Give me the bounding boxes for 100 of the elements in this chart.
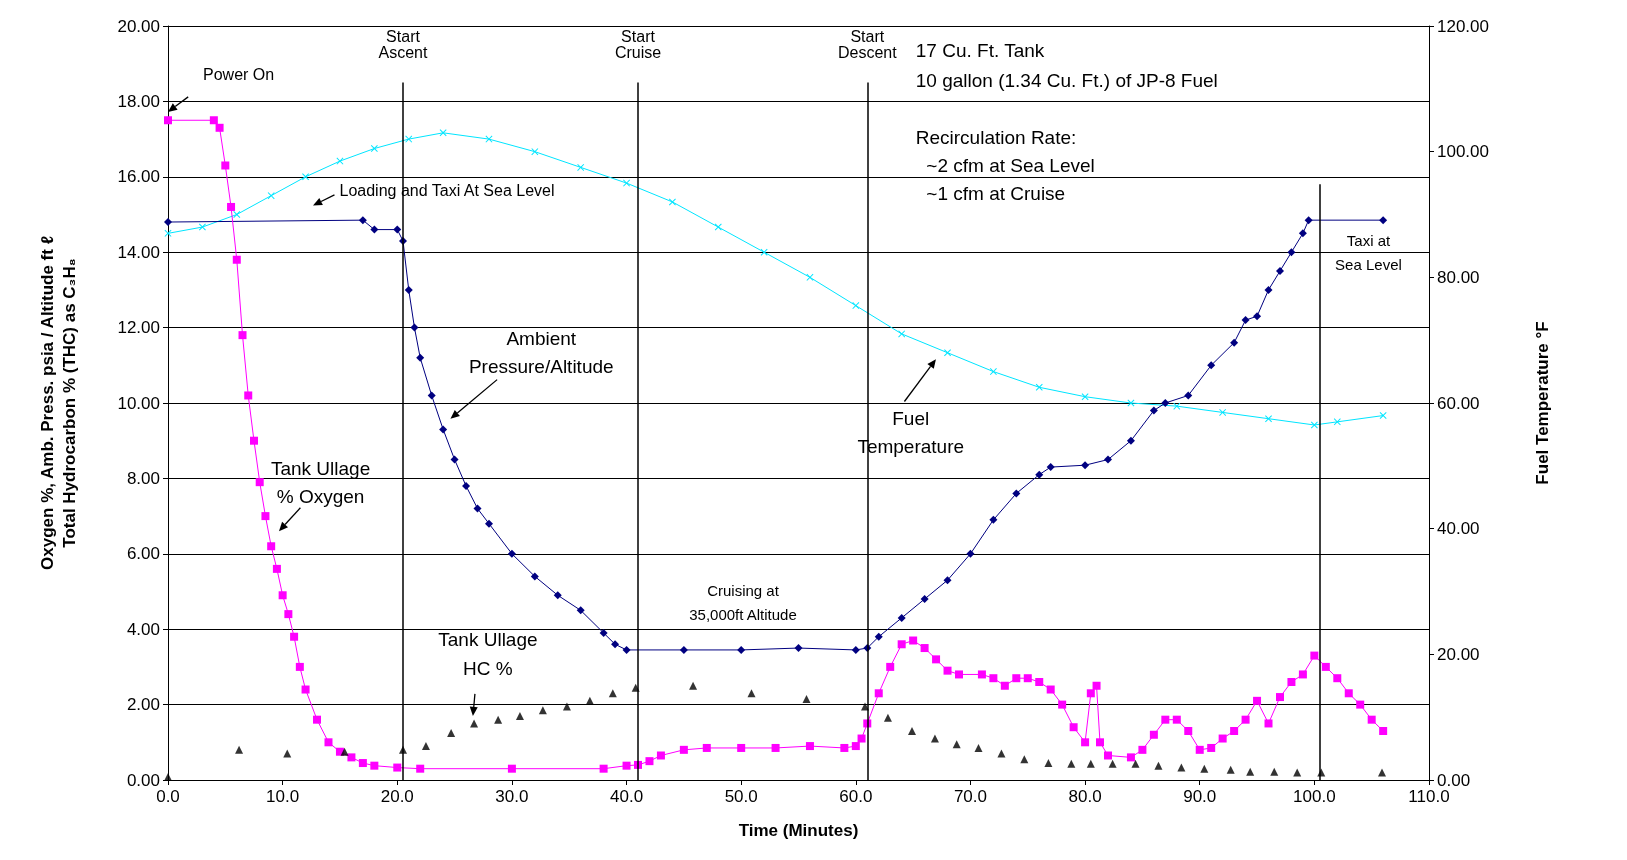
point: [1253, 312, 1262, 321]
point: [1104, 455, 1113, 464]
y2-axis-title: Fuel Temperature °F: [1533, 321, 1552, 485]
point: [1379, 412, 1387, 420]
point: [622, 645, 631, 654]
point: [393, 225, 402, 234]
point: [576, 606, 585, 615]
point: [631, 683, 640, 692]
point: [1126, 436, 1135, 445]
y-tick-label: 4.00: [126, 619, 160, 639]
y2-tick-label: 100.00: [1437, 142, 1489, 162]
y-tick-label: 12.00: [117, 318, 160, 338]
point: [416, 353, 425, 362]
point: [404, 285, 413, 294]
x-tick-label: 60.0: [839, 787, 873, 806]
point: [484, 519, 493, 528]
point: [1264, 285, 1273, 294]
point: [737, 645, 746, 654]
y-tick-label: 14.00: [117, 242, 160, 262]
y-tick-label: 2.00: [126, 695, 160, 715]
point: [1241, 316, 1250, 325]
point: [1333, 418, 1341, 426]
x-tick-label: 20.0: [380, 787, 414, 806]
annotation: Tank Ullage % Oxygen: [270, 457, 371, 507]
point: [1287, 248, 1296, 257]
point: [235, 745, 244, 754]
point: [1149, 406, 1158, 415]
point: [577, 163, 585, 171]
point: [897, 613, 906, 622]
point: [1035, 383, 1043, 391]
point: [802, 694, 811, 703]
point: [1226, 765, 1235, 774]
ref-line-label: Start Cruise: [614, 27, 662, 61]
point: [1275, 267, 1284, 276]
point: [851, 645, 860, 654]
point: [462, 481, 471, 490]
point: [405, 135, 413, 143]
point: [611, 640, 620, 649]
point: [447, 728, 456, 737]
x-tick-label: 10.0: [266, 787, 300, 806]
point: [1131, 759, 1140, 768]
point: [1081, 461, 1090, 470]
point: [164, 218, 172, 227]
point: [1207, 361, 1216, 370]
y2-tick-label: 40.00: [1437, 519, 1480, 539]
point: [1154, 761, 1163, 770]
annotation: Recirculation Rate: ~2 cfm at Sea Level ~1 cfm at Cruise: [915, 126, 1095, 204]
point: [450, 455, 459, 464]
x-tick-label: 50.0: [724, 787, 758, 806]
point: [930, 734, 939, 743]
point: [966, 549, 975, 558]
point: [1067, 759, 1076, 768]
x-tick-label: 110.0: [1408, 787, 1450, 806]
y-tick-label: 6.00: [126, 544, 160, 564]
point: [410, 323, 419, 332]
annotation: Power On: [203, 65, 275, 83]
point: [1298, 229, 1307, 238]
point: [1230, 338, 1239, 347]
point: [747, 689, 756, 698]
annotation: Cruising at 35,000ft Altitude: [689, 582, 797, 624]
point: [531, 148, 539, 156]
point: [794, 644, 803, 653]
point: [340, 747, 349, 756]
point: [439, 129, 447, 137]
point: [1246, 767, 1255, 776]
y2-tick-label: 20.00: [1437, 644, 1480, 664]
point: [1310, 421, 1318, 429]
point: [1379, 216, 1388, 225]
point: [494, 715, 503, 724]
y-tick-label: 16.00: [117, 167, 160, 187]
point: [883, 713, 892, 722]
point: [1044, 759, 1053, 768]
y-tick-label: 10.00: [117, 393, 160, 413]
point: [874, 632, 883, 641]
point: [164, 229, 172, 237]
y2-tick-label: 80.00: [1437, 267, 1480, 287]
point: [283, 749, 292, 758]
point: [421, 742, 430, 751]
point: [974, 743, 983, 752]
point: [1012, 489, 1021, 498]
x-tick-label: 30.0: [495, 787, 529, 806]
point: [507, 549, 516, 558]
y2-tick-label: 60.00: [1437, 393, 1480, 413]
point: [530, 572, 539, 581]
point: [599, 628, 608, 637]
x-tick-label: 90.0: [1183, 787, 1217, 806]
annotation: Tank Ullage HC %: [438, 628, 538, 679]
x-tick-label: 100.0: [1293, 787, 1336, 806]
point: [989, 515, 998, 524]
y-axis-title: Oxygen %, Amb. Press. psia / Altitude ft ℓ Total Hydrocarbon % (THC) as C₃H₈: [37, 236, 79, 570]
ref-line-label: Start Ascent: [378, 27, 429, 61]
point: [473, 504, 482, 513]
point: [1081, 393, 1089, 401]
x-tick-label: 70.0: [953, 787, 987, 806]
point: [515, 711, 524, 720]
point: [267, 192, 275, 200]
y-tick-label: 20.00: [117, 16, 160, 36]
point: [1270, 767, 1279, 776]
point: [806, 273, 814, 281]
point: [679, 645, 688, 654]
